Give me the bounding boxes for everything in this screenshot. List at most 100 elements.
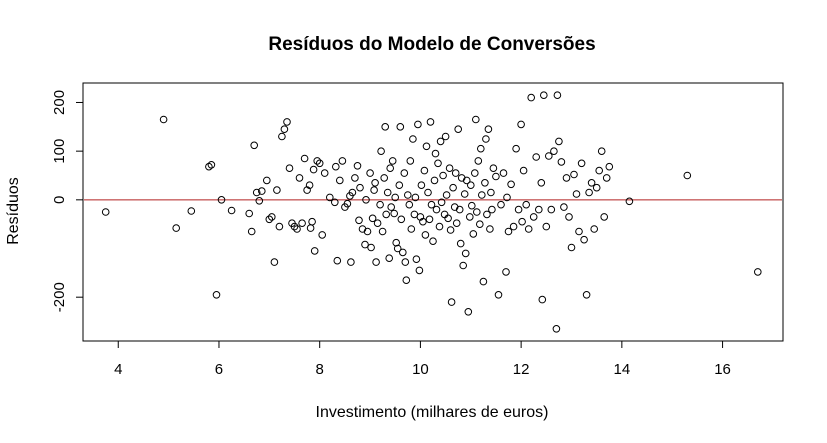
data-point [247,227,256,236]
data-point [431,149,440,158]
data-point [455,205,464,214]
data-point [451,169,460,177]
data-point [245,209,253,218]
data-point [298,219,306,227]
data-point [295,174,304,182]
data-point [494,291,503,299]
data-point [538,295,547,304]
data-point [580,235,588,244]
data-point [441,132,450,141]
data-point [414,120,422,129]
data-point [497,200,505,209]
data-point [439,171,447,180]
data-point [565,213,573,221]
data-point [545,152,553,160]
data-point [600,213,609,221]
data-point [318,231,327,239]
data-point [467,181,475,189]
data-point [315,159,324,168]
data-point [421,231,430,239]
data-point [427,200,436,209]
data-point [356,183,364,192]
data-point [570,170,578,179]
data-point [464,308,473,316]
data-point [405,200,414,209]
x-tick-label: 8 [316,361,324,378]
data-point [336,176,344,185]
x-axis: 4 6 8 10 12 14 16 [114,340,731,378]
data-point [400,169,409,177]
data-point [416,213,425,221]
data-point [290,222,299,231]
data-point [754,268,762,276]
chart-title: Resíduos do Modelo de Conversões [268,34,595,55]
data-point [437,198,446,207]
data-point [205,162,213,171]
data-point [476,220,484,228]
data-point [382,210,391,219]
data-point [308,217,316,226]
data-point [436,137,445,146]
data-point [390,209,399,218]
y-tick-label: 0 [51,196,68,204]
data-point [347,258,355,266]
data-point [399,248,407,257]
data-point [366,169,374,177]
data-point [212,291,221,299]
data-point [425,215,434,224]
data-point [560,203,568,211]
data-point [503,193,511,202]
data-point [540,91,548,99]
data-point [361,240,369,249]
data-point [417,181,426,189]
data-point [310,247,319,255]
data-point [333,256,342,265]
data-point [468,201,476,210]
data-point [454,125,463,133]
data-point [625,197,634,206]
data-point [407,225,416,233]
data-point [275,222,284,231]
data-point [424,188,432,197]
data-point [343,199,352,208]
data-point [602,174,611,182]
data-point [338,157,347,165]
data-point [187,207,196,215]
data-point [351,174,359,182]
y-axis: -200 0 100 200 [51,90,84,312]
data-point [577,159,586,168]
data-point [585,188,593,197]
data-point [509,222,518,231]
data-point [469,230,478,238]
data-point [370,186,378,194]
data-point [474,157,483,165]
data-point [392,238,401,247]
data-point [499,169,508,177]
data-point [227,206,236,215]
data-point [435,222,444,231]
data-point [507,180,515,189]
data-point [484,125,493,133]
data-point [430,176,439,185]
data-points [101,91,762,333]
data-point [517,120,525,129]
data-point [411,193,420,202]
data-point [300,154,309,163]
data-point [502,268,510,276]
data-point [159,115,168,124]
x-tick-label: 4 [114,361,122,378]
data-point [283,118,291,126]
data-point [385,254,394,263]
data-point [477,144,485,153]
data-point [373,219,382,227]
data-point [472,115,480,124]
data-point [434,159,442,168]
data-point [555,137,563,146]
data-point [446,226,455,234]
data-point [278,132,286,141]
data-point [372,258,380,266]
data-point [258,187,266,195]
data-point [380,174,389,182]
